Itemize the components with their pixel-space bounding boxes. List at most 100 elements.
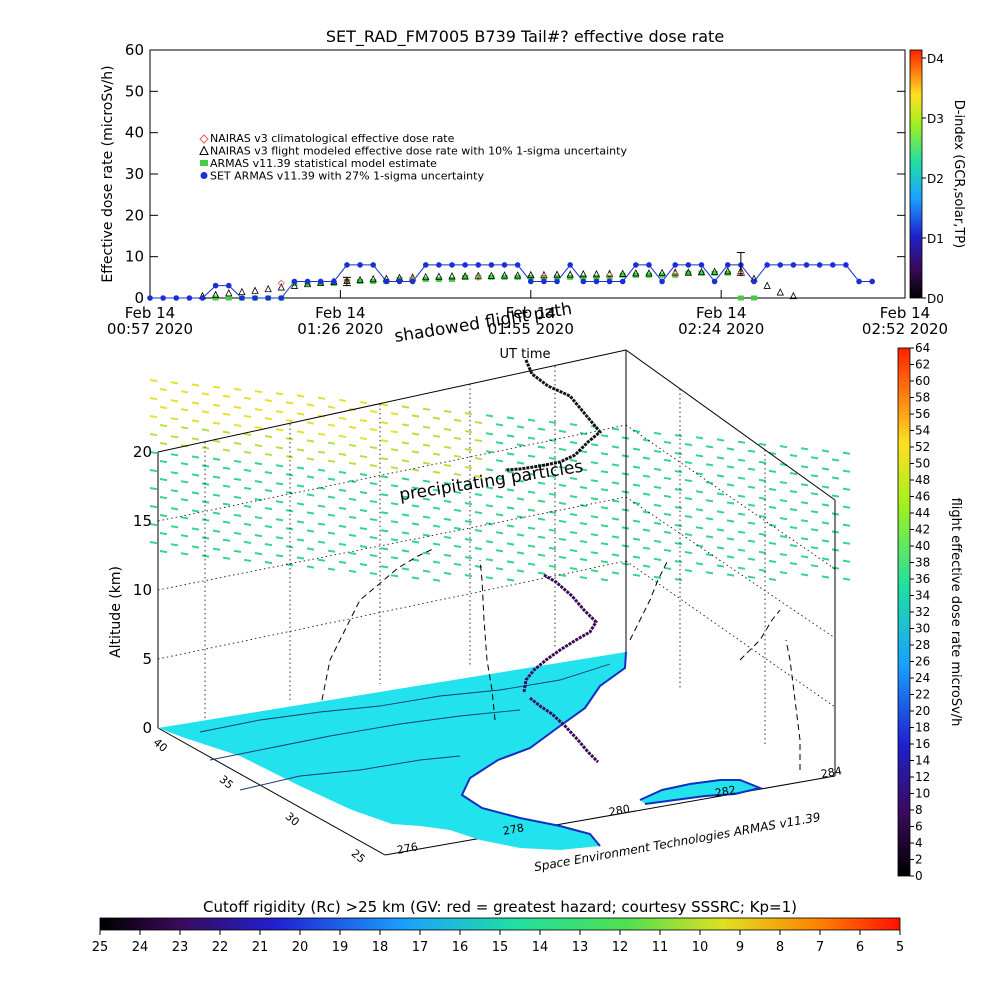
altitude-tick-label: 5 (142, 650, 152, 668)
dose-rate-dash (348, 497, 357, 501)
dose-rate-dash (275, 554, 284, 558)
dose-rate-dash (506, 524, 515, 528)
armas-point (409, 278, 416, 285)
dose-rate-dash (768, 541, 777, 545)
dose-rate-dash (264, 399, 273, 403)
dose-rate-dash (411, 450, 420, 454)
dose-rate-dash (275, 482, 284, 486)
dose-rate-dash (254, 480, 263, 484)
dose-rate-dash (611, 535, 620, 539)
dose-rate-dash (537, 553, 546, 557)
dose-rate-dash (254, 462, 263, 466)
dose-rate-dash (485, 468, 494, 472)
top-y-axis: 0 10 20 30 40 50 60 (125, 41, 905, 307)
top-chart: SET_RAD_FM7005 B739 Tail#? effective dos… (100, 27, 966, 362)
dose-rate-dash (516, 569, 525, 573)
dose-rate-tick-label: 16 (915, 737, 930, 751)
dose-rate-dash (737, 494, 746, 498)
dose-rate-dash (737, 458, 746, 462)
armas-point (449, 262, 455, 268)
dose-rate-dash (264, 417, 273, 421)
altitude-axis-label: Altitude (km) (108, 566, 124, 658)
armas-model-point (606, 274, 613, 280)
dose-rate-dash (579, 486, 588, 490)
dose-rate-dash (453, 562, 462, 566)
dose-rate-dash (170, 417, 179, 421)
armas-point (514, 262, 521, 268)
dose-rate-dash (768, 559, 777, 563)
dose-rate-dash (600, 542, 609, 546)
dose-rate-dash (222, 412, 231, 416)
dose-rate-dash (758, 532, 767, 536)
dose-rate-dash (705, 481, 714, 485)
dose-rate-tick-label: 0 (915, 869, 923, 883)
dose-rate-dash (569, 549, 578, 553)
dose-rate-dash (296, 556, 305, 560)
dose-rate-dash (663, 440, 672, 444)
dose-rate-dash (264, 543, 273, 547)
cutoff-rigidity-tick-label: 17 (412, 940, 429, 955)
dose-rate-dash (474, 457, 483, 461)
armas-point (606, 278, 613, 285)
dose-rate-dash (590, 515, 599, 519)
dose-rate-dash (233, 387, 242, 391)
dose-rate-dash (842, 523, 851, 527)
armas-point (344, 262, 350, 268)
dose-rate-dash (800, 519, 809, 523)
dose-rate-dash (264, 525, 273, 529)
top-x-tick-label-date: Feb 14 (125, 304, 175, 322)
dose-rate-dash (758, 568, 767, 572)
dose-rate-tick-label: 10 (915, 787, 930, 801)
dose-rate-dash (380, 439, 389, 443)
nairas-flight-point (566, 270, 574, 278)
dose-rate-tick-label: 58 (915, 391, 930, 405)
dose-rate-dash (191, 401, 200, 405)
dose-rate-dash (548, 546, 557, 550)
dose-rate-dash (191, 383, 200, 387)
dose-rate-dash (674, 560, 683, 564)
dose-rate-dash (390, 466, 399, 470)
dose-rate-dash (789, 508, 798, 512)
nairas-flight-point (277, 283, 285, 291)
dose-rate-tick-label: 42 (915, 523, 930, 537)
armas-model-point (514, 274, 521, 280)
top-x-tick-label-time: 02:52 2020 (862, 320, 948, 338)
dose-rate-dash (149, 469, 158, 473)
dose-rate-dash (737, 476, 746, 480)
dose-rate-dash (359, 455, 368, 459)
dose-rate-dash (275, 518, 284, 522)
cutoff-rigidity-tick-label: 22 (212, 940, 229, 955)
dose-rate-dash (327, 531, 336, 535)
dose-rate-dash (422, 569, 431, 573)
dose-rate-dash (642, 564, 651, 568)
cutoff-rigidity-tick-label: 21 (252, 940, 269, 955)
dose-rate-dash (285, 455, 294, 459)
dose-rate-dash (558, 447, 567, 451)
dose-rate-dash (569, 567, 578, 571)
dose-rate-dash (443, 571, 452, 575)
dose-rate-dash (233, 405, 242, 409)
dose-rate-dash (170, 489, 179, 493)
dose-rate-dash (474, 421, 483, 425)
legend-entry-label: NAIRAS v3 climatological effective dose … (210, 132, 455, 145)
armas-model-point (698, 270, 705, 276)
dose-rate-dash (495, 549, 504, 553)
dose-rate-dash (716, 564, 725, 568)
dose-rate-dash (390, 520, 399, 524)
legend-entry-label: NAIRAS v3 flight modeled effective dose … (210, 145, 627, 158)
dose-rate-dash (180, 462, 189, 466)
dose-rate-dash (464, 556, 473, 560)
dose-rate-dash (495, 477, 504, 481)
altitude-ticks: 0 5 10 15 20 (133, 443, 152, 737)
dose-rate-dash (432, 434, 441, 438)
dose-rate-dash (789, 490, 798, 494)
nairas-flight-point (527, 270, 535, 279)
dose-rate-dash (768, 505, 777, 509)
dose-rate-dash (264, 453, 273, 457)
dose-rate-dash (821, 557, 830, 561)
cutoff-rigidity-tick-label: 24 (132, 940, 149, 955)
dose-rate-dash (285, 401, 294, 405)
top-x-tick-label-time: 00:57 2020 (107, 320, 193, 338)
dose-rate-tick-label: 30 (915, 622, 930, 636)
